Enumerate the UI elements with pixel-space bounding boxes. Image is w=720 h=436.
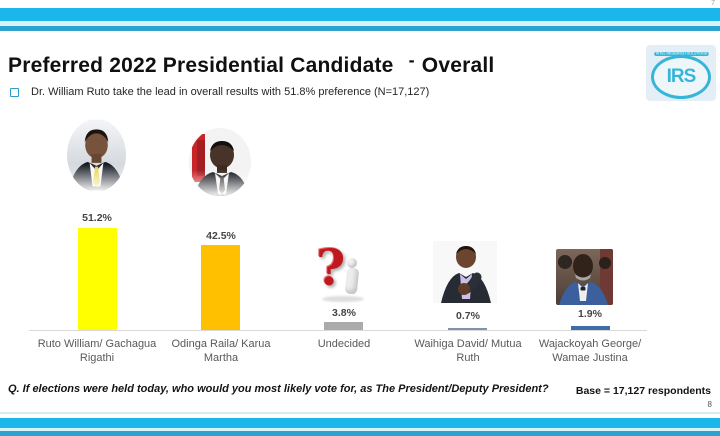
logo-text: IRS [666,65,697,87]
odinga-photo [189,128,251,196]
bullet-square-icon [10,88,19,97]
figure-head [347,258,357,268]
waihiga-photo-image [433,241,497,303]
x-axis-line [29,330,647,331]
bottom-band-hairline [0,412,720,414]
key-finding-text: Dr. William Ruto take the lead in overal… [31,86,430,98]
question-mark-glyph: ? [316,238,346,297]
bar-odinga [201,245,240,330]
bottom-band-cyan [0,418,720,428]
logo-tagline: INTEL RESEARCH SOLUTIONS [653,51,709,56]
survey-question: Q. If elections were held today, who wou… [8,383,549,395]
category-label: Wajackoyah George/ Wamae Justina [538,338,642,364]
wajackoyah-photo [556,249,613,305]
title-text-right: Overall [421,54,495,77]
logo-ellipse: IRS [651,54,711,99]
value-label: 3.8% [332,307,356,319]
ruto-photo [67,119,126,191]
bar-ruto [78,228,117,330]
category-label: Waihiga David/ Mutua Ruth [414,338,522,364]
figure-body [344,267,360,295]
category-label: Odinga Raila/ Karua Martha [171,338,271,364]
category-label: Ruto William/ Gachagua Rigathi [37,338,157,364]
page-number: 8 [707,400,712,409]
wajackoyah-photo-image [556,249,613,305]
key-finding: Dr. William Ruto take the lead in overal… [10,86,650,98]
photo-fade [67,163,126,191]
bottom-band-dark [0,431,720,436]
bar-wajackoyah [571,326,610,330]
value-label: 1.9% [578,308,602,320]
photo-fade [189,170,251,196]
category-label: Undecided [317,338,371,350]
question-mark-shadow [322,296,364,302]
top-band-cyan [0,8,720,21]
base-respondents: Base = 17,127 respondents [575,385,711,397]
top-band-pale [0,21,720,26]
bar-waihiga [448,328,487,330]
value-label: 42.5% [206,230,236,242]
title-text-left: Preferred 2022 Presidential Candidate [8,54,394,77]
value-label: 51.2% [82,212,112,224]
bar-undecided [324,322,363,330]
value-label: 0.7% [456,310,480,322]
waihiga-photo [433,241,497,303]
title-dash: - [408,50,415,70]
irs-logo: INTEL RESEARCH SOLUTIONS IRS [646,45,716,101]
page-title: Preferred 2022 Presidential Candidate - Ov… [8,50,494,78]
question-mark-icon: ? [314,238,368,302]
top-band-dark [0,26,720,31]
previous-page-number: 7 [711,0,715,7]
bottom-band-pale [0,428,720,431]
